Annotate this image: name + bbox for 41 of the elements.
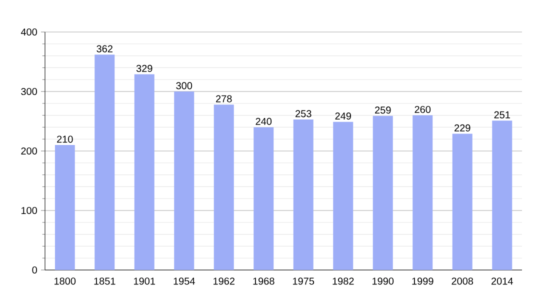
x-tick-label: 1968	[253, 278, 274, 285]
x-tick-label: 1990	[372, 278, 394, 285]
x-tick-label: 1901	[134, 278, 156, 285]
x-tick-label: 1975	[293, 278, 314, 285]
data-label: 251	[494, 111, 510, 118]
x-tick-label: 1999	[412, 278, 434, 285]
bar	[372, 116, 393, 270]
data-label: 240	[256, 118, 272, 125]
data-label: 249	[335, 112, 351, 120]
bar	[293, 119, 314, 270]
y-tick-label: 0	[32, 266, 38, 274]
x-tick-label: 1954	[174, 278, 195, 285]
y-tick-label: 300	[21, 88, 37, 96]
data-label: 278	[216, 95, 232, 102]
data-label: 329	[136, 64, 152, 72]
bar	[333, 122, 354, 270]
x-tick-label: 1800	[54, 278, 76, 285]
x-tick-label: 1851	[94, 278, 116, 285]
bar	[174, 92, 194, 270]
y-tick-label: 400	[20, 28, 37, 36]
data-label: 210	[57, 136, 73, 143]
y-tick-label: 200	[21, 147, 37, 155]
bar	[412, 115, 433, 270]
data-label: 300	[176, 82, 192, 90]
bar	[54, 145, 75, 270]
x-tick-label: 1982	[332, 278, 354, 285]
data-label: 229	[454, 124, 470, 132]
data-label: 259	[375, 106, 391, 114]
data-label: 260	[414, 106, 431, 114]
data-label: 253	[296, 110, 312, 118]
x-tick-label: 2008	[452, 278, 474, 285]
y-tick-label: 100	[21, 206, 37, 214]
bar	[254, 127, 274, 270]
bar	[492, 120, 512, 270]
x-tick-label: 1962	[214, 278, 234, 285]
bar	[94, 54, 115, 270]
x-tick-label: 2014	[492, 278, 513, 285]
bar	[134, 74, 154, 270]
bar	[214, 104, 234, 270]
data-label: 362	[96, 45, 112, 52]
bar	[452, 134, 472, 270]
